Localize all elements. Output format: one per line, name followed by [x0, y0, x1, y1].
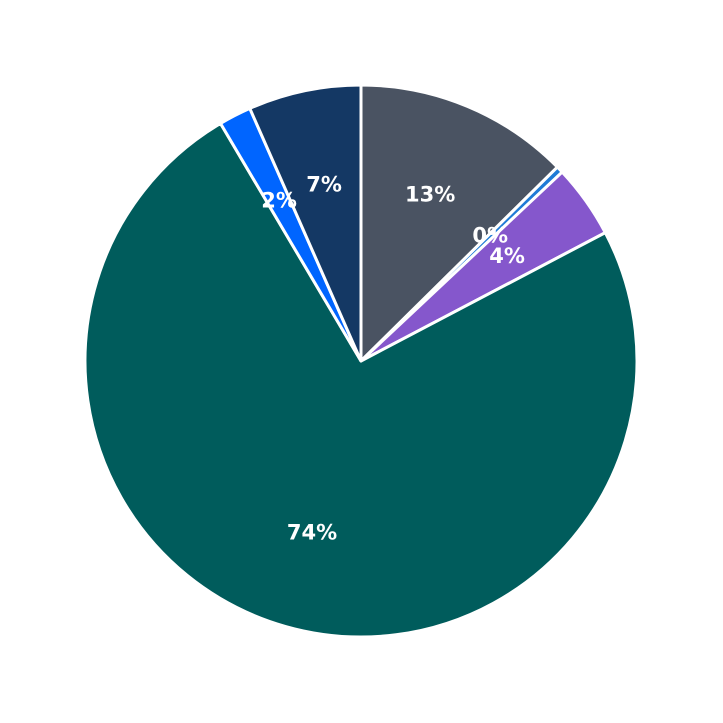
slice-label: 0%: [472, 224, 508, 248]
slice-label: 74%: [287, 521, 337, 545]
slice-label: 2%: [261, 188, 297, 212]
pie-slice: [359, 83, 559, 363]
slice-label: 13%: [405, 182, 455, 206]
slice-label: 7%: [306, 172, 342, 196]
slice-label: 4%: [489, 244, 525, 268]
pie-slice: [248, 83, 363, 363]
pie-slice: [83, 121, 639, 639]
